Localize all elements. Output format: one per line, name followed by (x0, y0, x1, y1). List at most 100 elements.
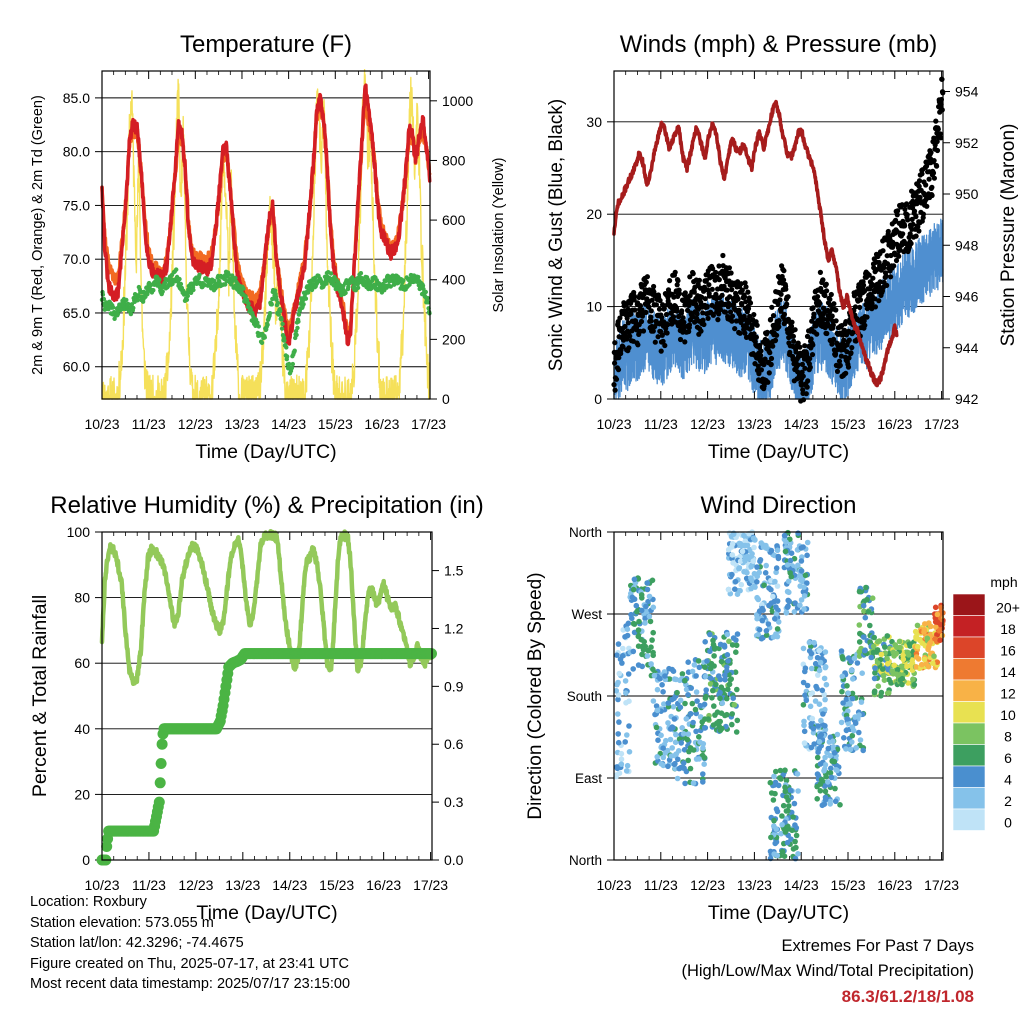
plot-frame (613, 531, 944, 861)
gust-point (646, 304, 652, 310)
gust-point (651, 283, 657, 290)
direction-point (821, 783, 828, 789)
direction-point (790, 814, 796, 820)
direction-point (839, 673, 846, 680)
gust-point (613, 376, 620, 382)
gust-point (884, 253, 890, 259)
gust-point (615, 367, 622, 373)
x-tick-label: 13/23 (737, 416, 772, 432)
direction-point (821, 766, 828, 772)
x-tick-label: 17/23 (924, 877, 959, 893)
station-info: Location: Roxbury Station elevation: 573… (30, 892, 350, 995)
y-tick-label: 40 (74, 721, 90, 737)
y2-tick-label: 1000 (442, 93, 473, 109)
x-axis-label: Time (Day/UTC) (708, 441, 849, 463)
direction-point (646, 593, 653, 600)
direction-point (911, 681, 918, 688)
direction-point (861, 608, 867, 614)
direction-point (849, 695, 856, 702)
direction-point (838, 648, 845, 654)
gust-point (772, 337, 779, 343)
colorbar-swatch (952, 787, 986, 810)
direction-point (808, 665, 815, 672)
gust-point (857, 297, 864, 303)
gust-point (715, 317, 721, 323)
direction-point (618, 750, 625, 757)
dewpoint-point (223, 282, 228, 287)
direction-point (813, 683, 819, 690)
colorbar-swatch (952, 765, 986, 788)
y2-tick-label: 948 (955, 237, 979, 253)
direction-point (898, 663, 905, 670)
gust-point (729, 318, 735, 324)
direction-point (772, 790, 778, 797)
direction-point (624, 732, 630, 738)
dewpoint-point (128, 311, 134, 317)
direction-point (783, 609, 790, 616)
direction-point (774, 543, 780, 549)
direction-point (780, 802, 787, 809)
dewpoint-point (276, 312, 281, 317)
direction-point (816, 647, 823, 654)
direction-point (644, 580, 651, 586)
direction-point (628, 611, 634, 618)
dewpoint-point (425, 300, 431, 305)
colorbar-label: 16 (1000, 643, 1016, 659)
direction-point (737, 587, 743, 594)
gust-point (661, 305, 667, 312)
gust-point (821, 316, 827, 322)
direction-point (729, 642, 736, 648)
gust-point (687, 274, 693, 280)
direction-point (737, 558, 744, 564)
dewpoint-point (233, 275, 238, 281)
direction-point (912, 628, 919, 635)
direction-point (724, 631, 731, 638)
gust-point (857, 304, 863, 310)
direction-point (659, 682, 665, 688)
direction-point (827, 734, 834, 740)
y2-tick-label: 954 (955, 84, 979, 100)
direction-point (682, 677, 688, 684)
direction-point (717, 695, 723, 702)
gust-point (891, 263, 897, 269)
direction-point (695, 658, 702, 664)
gust-point (827, 296, 833, 302)
dewpoint-point (272, 288, 278, 293)
direction-point (669, 666, 675, 673)
direction-point (871, 689, 878, 696)
gust-point (745, 306, 752, 312)
y-tick-label: 0 (82, 852, 90, 868)
location-text: Location: Roxbury (30, 894, 147, 910)
gust-point (823, 281, 829, 287)
direction-point (894, 666, 901, 673)
gust-point (694, 311, 700, 317)
y-tick-label: North (569, 853, 602, 868)
direction-point (615, 711, 621, 717)
direction-point (777, 767, 784, 774)
direction-point (821, 691, 827, 698)
direction-point (736, 565, 743, 571)
colorbar-label: 10 (1000, 707, 1016, 723)
direction-point (932, 604, 939, 611)
direction-point (707, 631, 713, 638)
direction-point (785, 578, 792, 585)
direction-point (691, 662, 698, 668)
direction-point (618, 761, 625, 767)
direction-point (755, 596, 762, 603)
direction-point (800, 679, 807, 686)
direction-point (822, 649, 829, 655)
direction-point (757, 557, 764, 563)
direction-point (784, 604, 791, 610)
dewpoint-point (255, 320, 260, 325)
dewpoint-point (279, 317, 284, 322)
direction-point (774, 598, 781, 604)
direction-point (863, 584, 869, 591)
direction-point (697, 739, 703, 745)
gust-point (869, 300, 875, 306)
direction-point (620, 645, 626, 652)
x-tick-label: 10/23 (84, 877, 119, 893)
direction-point (904, 649, 911, 656)
gust-point (742, 280, 748, 286)
direction-point (730, 531, 737, 537)
gust-point (758, 367, 765, 373)
